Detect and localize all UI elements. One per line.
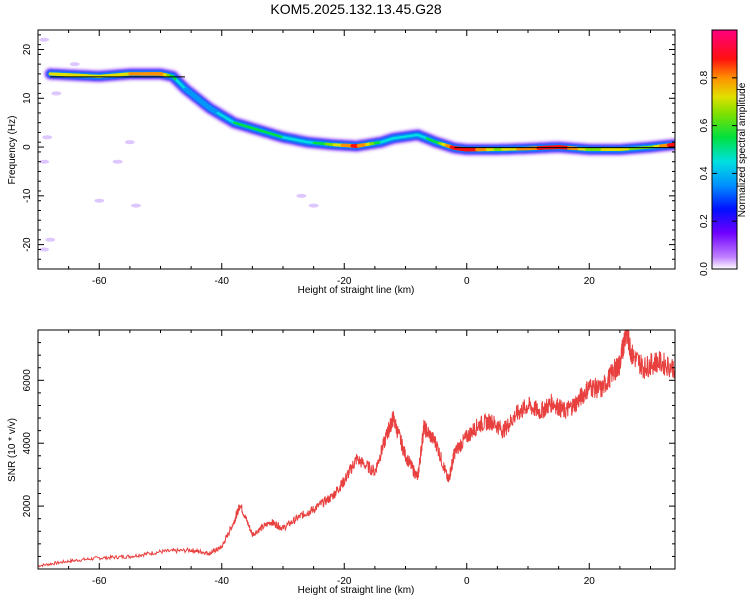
spectrogram-frame bbox=[37, 29, 676, 270]
colorbar-tick-label: 0.0 bbox=[699, 262, 710, 276]
y-tick-label: 2000 bbox=[22, 495, 33, 518]
figure-title: KOM5.2025.132.13.45.G28 bbox=[270, 1, 442, 17]
noise-blob bbox=[131, 203, 141, 208]
colorbar bbox=[711, 29, 738, 270]
y-tick-label: 4000 bbox=[22, 432, 33, 455]
y-tick-label: -10 bbox=[22, 188, 33, 203]
noise-blob bbox=[124, 140, 135, 145]
snr-series bbox=[38, 330, 675, 568]
colorbar-label: Normalized spectral amplitude bbox=[737, 82, 748, 217]
noise-blob bbox=[42, 135, 53, 140]
x-tick-label: -20 bbox=[337, 276, 352, 287]
ridge-halo bbox=[43, 66, 675, 157]
x-tick-label: 20 bbox=[584, 276, 596, 287]
spectrogram-y-label: Frequency (Hz) bbox=[7, 116, 18, 185]
colorbar-tick-label: 0.6 bbox=[699, 118, 710, 132]
noise-blob bbox=[39, 159, 50, 164]
snr-x-label: Height of straight line (km) bbox=[298, 585, 415, 596]
x-tick-label: -40 bbox=[215, 276, 230, 287]
y-tick-label: -20 bbox=[22, 237, 33, 252]
noise-blob bbox=[94, 198, 105, 203]
x-tick-label: -20 bbox=[337, 576, 352, 587]
noise-blob bbox=[69, 62, 80, 67]
x-tick-label: 20 bbox=[584, 576, 596, 587]
colorbar-tick-label: 0.8 bbox=[699, 70, 710, 84]
spectrogram-x-label: Height of straight line (km) bbox=[298, 285, 415, 296]
y-tick-label: 20 bbox=[22, 44, 33, 56]
colorbar-ticks: 0.0 0.2 0.4 0.6 0.8 bbox=[699, 70, 737, 276]
noise-blob bbox=[296, 193, 307, 198]
spectrogram-ridge bbox=[39, 37, 675, 252]
snr-frame bbox=[37, 329, 676, 570]
x-tick-label: -60 bbox=[92, 276, 107, 287]
snr-ticks: -60 -40 -20 0 20 2000 4000 6000 bbox=[22, 329, 675, 587]
noise-blob bbox=[39, 247, 50, 252]
noise-blob bbox=[51, 91, 62, 96]
x-tick-label: 0 bbox=[464, 276, 470, 287]
y-tick-label: 10 bbox=[22, 92, 33, 104]
noise-blob bbox=[112, 159, 123, 164]
x-tick-label: 0 bbox=[464, 576, 470, 587]
y-tick-label: 0 bbox=[22, 144, 33, 150]
colorbar-tick-label: 0.2 bbox=[699, 214, 710, 228]
spectrogram-ticks: -60 -40 -20 0 20 -20 -10 0 10 20 bbox=[22, 30, 675, 287]
x-tick-label: -40 bbox=[215, 576, 230, 587]
y-tick-label: 6000 bbox=[22, 369, 33, 392]
x-tick-label: -60 bbox=[92, 576, 107, 587]
snr-y-label: SNR (10 * v/v) bbox=[7, 418, 18, 482]
snr-line bbox=[38, 330, 675, 568]
noise-blob bbox=[45, 237, 56, 242]
colorbar-tick-label: 0.4 bbox=[699, 166, 710, 180]
noise-blob bbox=[308, 203, 319, 208]
noise-blob bbox=[39, 37, 50, 42]
